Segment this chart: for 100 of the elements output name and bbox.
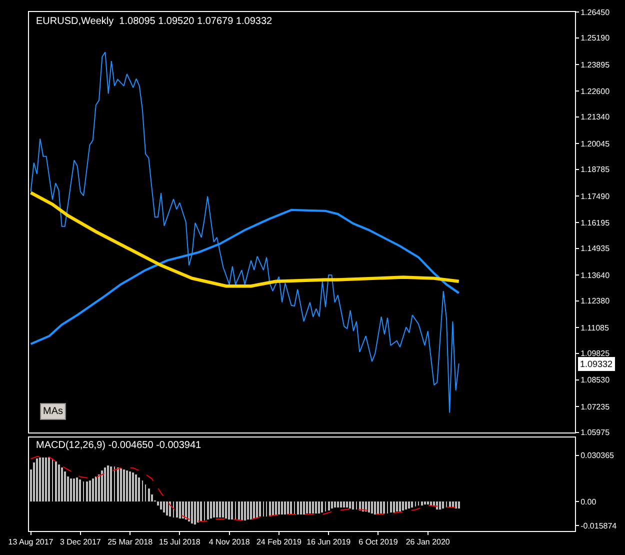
x-tick-label: 6 Oct 2019 — [358, 538, 398, 547]
bar — [110, 466, 112, 502]
bar — [101, 470, 103, 502]
bar — [390, 502, 392, 513]
y-tick-label: 0.00 — [580, 497, 597, 506]
bar — [365, 502, 367, 512]
y-tick-label: 1.16195 — [580, 218, 610, 228]
bar — [256, 502, 258, 518]
bar — [250, 502, 252, 520]
bar — [188, 502, 190, 522]
bar — [160, 502, 162, 510]
bar — [380, 502, 382, 514]
y-tick-label: 1.21340 — [580, 112, 610, 122]
bar — [39, 458, 41, 502]
bar — [213, 502, 215, 518]
bar — [185, 502, 187, 520]
x-tick-label: 16 Jun 2019 — [306, 538, 352, 547]
bar — [179, 502, 181, 519]
bar — [439, 502, 441, 510]
bar — [458, 502, 460, 509]
bar — [331, 502, 333, 509]
annotation: MAs — [43, 406, 63, 417]
bar — [343, 502, 345, 508]
bar — [374, 502, 376, 515]
bar — [166, 502, 168, 516]
bar — [399, 502, 401, 512]
bar — [436, 502, 438, 510]
y-tick-label: 1.20045 — [580, 139, 610, 148]
bar — [86, 482, 88, 502]
bar — [135, 474, 137, 502]
bar — [405, 502, 407, 510]
bar — [287, 502, 289, 515]
bar — [253, 502, 255, 519]
y-tick-label: 1.25190 — [580, 34, 610, 43]
y-tick-label: 1.18785 — [580, 165, 610, 174]
bar — [73, 478, 75, 502]
bar — [225, 502, 227, 519]
bar — [45, 458, 47, 502]
x-tick-label: 24 Feb 2019 — [256, 538, 302, 547]
bar — [318, 502, 320, 514]
bar — [328, 502, 330, 511]
bar — [275, 502, 277, 516]
bar — [191, 502, 193, 524]
text: 1.09332 — [580, 359, 613, 369]
bar — [200, 502, 202, 522]
bar — [104, 468, 106, 502]
bar — [182, 502, 184, 519]
bar — [244, 502, 246, 521]
bar — [427, 502, 429, 505]
bar — [120, 468, 122, 502]
bar — [349, 502, 351, 509]
bar — [300, 502, 302, 515]
bar — [129, 472, 131, 502]
bar — [411, 502, 413, 508]
bar — [126, 470, 128, 502]
bar — [340, 502, 342, 508]
bar — [303, 502, 305, 515]
bar — [207, 502, 209, 520]
bar — [315, 502, 317, 514]
x-tick-label: 4 Nov 2018 — [208, 538, 250, 547]
x-tick-label: 26 Jan 2020 — [406, 538, 450, 547]
line-series — [30, 52, 460, 414]
chart-title: EURUSD,Weekly 1.08095 1.09520 1.07679 1.09332 — [36, 16, 273, 27]
y-tick-label: 1.23895 — [580, 60, 610, 70]
bar — [228, 502, 230, 520]
bar — [424, 502, 426, 505]
bar — [247, 502, 249, 520]
bar — [216, 502, 218, 518]
bar — [210, 502, 212, 519]
bar — [442, 502, 444, 509]
bar — [197, 502, 199, 523]
bar — [421, 502, 423, 506]
bar — [371, 502, 373, 514]
bar — [194, 502, 196, 525]
x-tick-label: 25 Mar 2018 — [108, 538, 154, 547]
bar — [383, 502, 385, 514]
y-tick-label: 1.08530 — [580, 376, 610, 385]
bar — [362, 502, 364, 512]
bar — [163, 502, 165, 513]
bar — [259, 502, 261, 517]
bar — [33, 462, 35, 502]
bar — [36, 458, 38, 502]
y-tick-label: -0.015874 — [580, 521, 618, 530]
bar — [408, 502, 410, 509]
bar — [346, 502, 348, 508]
bar — [148, 488, 150, 502]
bar — [241, 502, 243, 521]
y-tick-label: 1.11085 — [580, 323, 610, 332]
bar — [157, 502, 159, 506]
bar — [297, 502, 299, 515]
bar — [278, 502, 280, 515]
y-tick-label: 1.13640 — [580, 270, 610, 280]
bar — [455, 502, 457, 509]
bar — [231, 502, 233, 520]
bar — [92, 478, 94, 502]
bar — [309, 502, 311, 514]
bar — [42, 458, 44, 502]
bar — [368, 502, 370, 513]
bar — [430, 502, 432, 506]
y-tick-label: 0.030365 — [580, 451, 615, 460]
